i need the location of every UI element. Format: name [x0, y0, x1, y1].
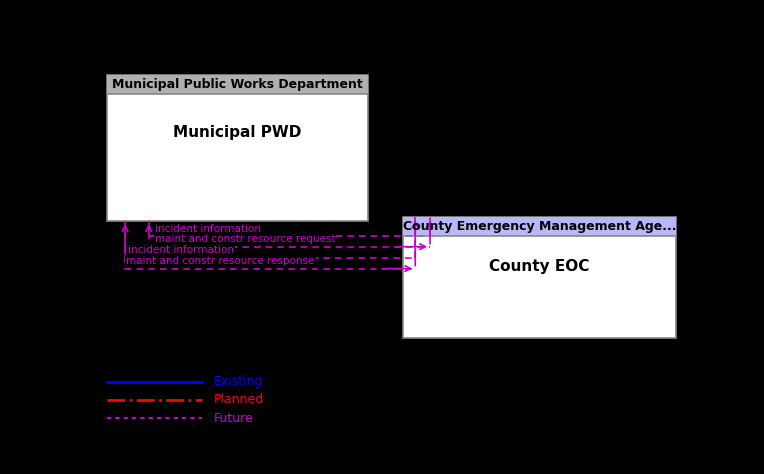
Text: County EOC: County EOC	[490, 259, 590, 274]
Text: Municipal PWD: Municipal PWD	[173, 125, 302, 140]
Bar	[403, 218, 676, 338]
Text: incident information: incident information	[128, 246, 234, 255]
Bar	[107, 75, 368, 94]
Text: incident information: incident information	[154, 224, 261, 234]
Bar	[107, 75, 368, 221]
Text: maint and constr resource response: maint and constr resource response	[126, 256, 315, 266]
Text: Planned: Planned	[214, 393, 264, 407]
Text: County Emergency Management Age...: County Emergency Management Age...	[403, 220, 676, 234]
Text: maint and constr resource request: maint and constr resource request	[154, 235, 335, 245]
Text: Future: Future	[214, 412, 254, 425]
Bar	[403, 218, 676, 237]
Text: Municipal Public Works Department: Municipal Public Works Department	[112, 78, 363, 91]
Text: Existing: Existing	[214, 375, 264, 388]
